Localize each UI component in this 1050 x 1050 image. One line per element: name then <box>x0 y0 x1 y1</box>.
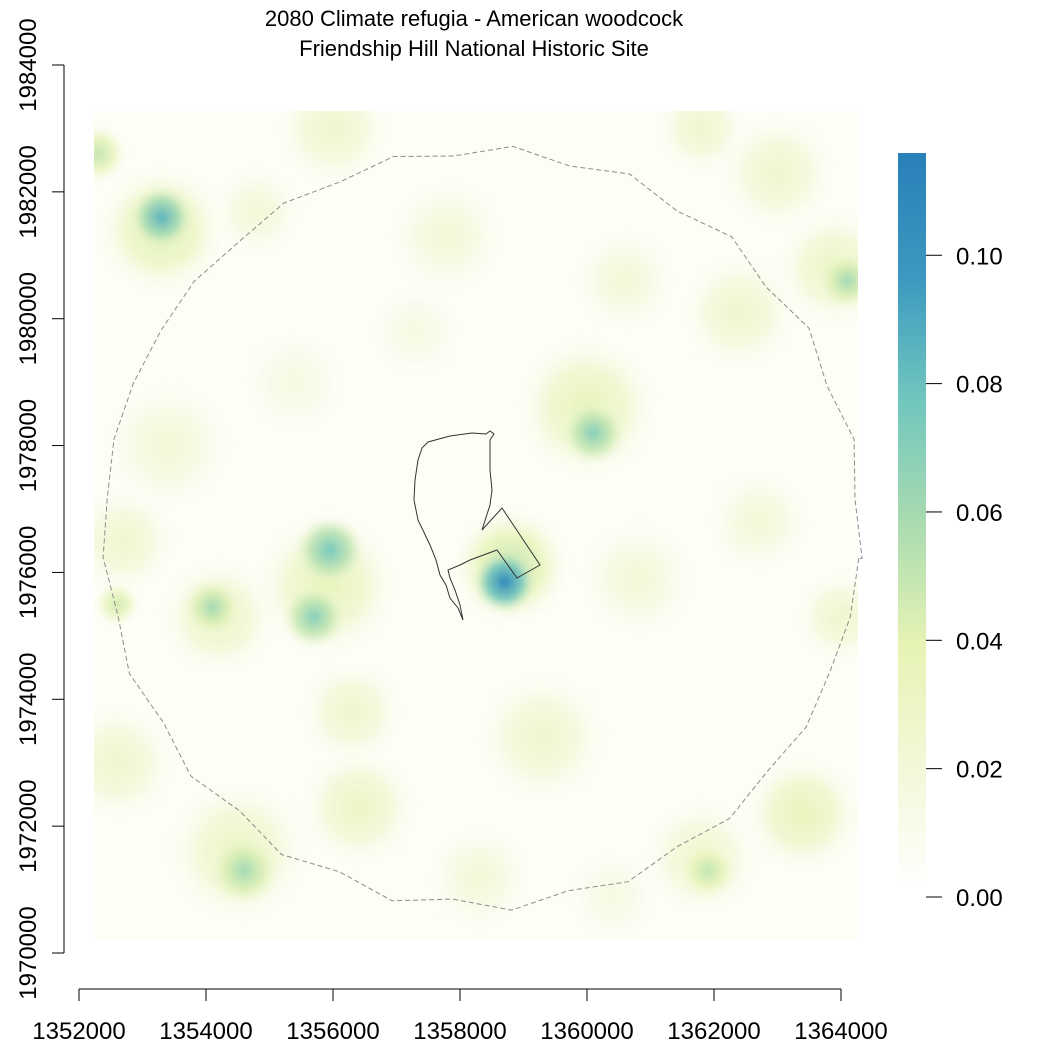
refugia-hotspot <box>104 382 232 510</box>
y-tick-label: 1970000 <box>15 906 42 999</box>
refugia-hotspot <box>574 229 676 332</box>
legend-colorbar <box>898 153 926 891</box>
legend-tick-label: 0.02 <box>956 757 1003 784</box>
x-tick-label: 1364000 <box>794 1018 887 1045</box>
map-title: 2080 Climate refugia - American woodcock… <box>265 6 684 61</box>
refugia-hotspot <box>679 841 737 900</box>
refugia-hotspot <box>275 111 391 186</box>
refugia-hotspot <box>301 749 416 865</box>
legend-tick-label: 0.08 <box>956 372 1003 399</box>
x-tick-label: 1354000 <box>159 1018 252 1045</box>
legend-ticks: 0.00 0.02 0.04 0.06 0.08 0.10 <box>926 243 1003 912</box>
y-tick-label: 1978000 <box>15 399 42 492</box>
legend-tick-label: 0.00 <box>956 885 1003 912</box>
refugia-raster <box>94 111 858 939</box>
legend-tick-label: 0.06 <box>956 500 1003 527</box>
refugia-hotspot <box>580 521 695 636</box>
refugia-hotspot <box>428 826 530 928</box>
x-axis: 1352000 1354000 1356000 1358000 1360000 13620… <box>32 988 888 1045</box>
x-tick-label: 1358000 <box>413 1018 506 1045</box>
refugia-hotspot <box>183 578 241 636</box>
refugia-hotspot <box>472 550 537 614</box>
refugia-hotspot <box>94 489 175 592</box>
y-tick-label: 1974000 <box>15 653 42 746</box>
refugia-hotspot <box>94 125 127 183</box>
refugia-hotspot <box>94 705 175 820</box>
x-tick-label: 1362000 <box>667 1018 760 1045</box>
refugia-hotspot <box>282 585 346 649</box>
y-axis: 1970000 1972000 1974000 1976000 1978000 19800… <box>15 18 65 1000</box>
refugia-hotspot <box>294 515 365 586</box>
x-tick-label: 1360000 <box>540 1018 633 1045</box>
x-ticks: 1352000 1354000 1356000 1358000 1360000 13620… <box>32 989 888 1045</box>
refugia-hotspot <box>567 851 657 939</box>
buffer-boundary-line <box>102 145 863 911</box>
refugia-hotspot <box>745 756 858 871</box>
legend: 0.00 0.02 0.04 0.06 0.08 0.10 <box>898 153 1003 912</box>
y-tick-label: 1984000 <box>15 18 42 111</box>
refugia-hotspot <box>720 115 835 230</box>
y-tick-label: 1982000 <box>15 145 42 238</box>
refugia-hotspot <box>390 179 505 294</box>
refugia-hotspot <box>212 166 302 256</box>
title-line-2: Friendship Hill National Historic Site <box>299 36 649 61</box>
refugia-hotspot <box>656 111 746 173</box>
refugia-hotspot <box>682 255 797 370</box>
title-line-1: 2080 Climate refugia - American woodcock <box>265 6 684 31</box>
refugia-hotspot <box>561 401 626 465</box>
refugia-hotspot <box>371 286 460 376</box>
x-tick-label: 1352000 <box>32 1018 125 1045</box>
refugia-hotspot <box>818 252 858 310</box>
x-tick-label: 1356000 <box>286 1018 379 1045</box>
legend-tick-label: 0.04 <box>956 628 1003 655</box>
y-tick-label: 1976000 <box>15 526 42 619</box>
refugia-hotspot <box>209 835 280 906</box>
refugia-hotspot <box>94 581 140 627</box>
y-tick-label: 1972000 <box>15 779 42 872</box>
legend-tick-label: 0.10 <box>956 243 1003 270</box>
y-tick-label: 1980000 <box>15 272 42 365</box>
hotspot-group <box>94 111 858 939</box>
refugia-hotspot <box>479 673 607 801</box>
refugia-hotspot <box>129 185 194 249</box>
refugia-hotspot <box>707 470 810 573</box>
park-boundary-outline <box>413 430 541 621</box>
y-ticks: 1970000 1972000 1974000 1976000 1978000 19800… <box>15 18 64 1000</box>
refugia-hotspot <box>244 331 346 433</box>
refugia-hotspot <box>301 661 403 763</box>
refugia-hotspot <box>796 572 858 662</box>
